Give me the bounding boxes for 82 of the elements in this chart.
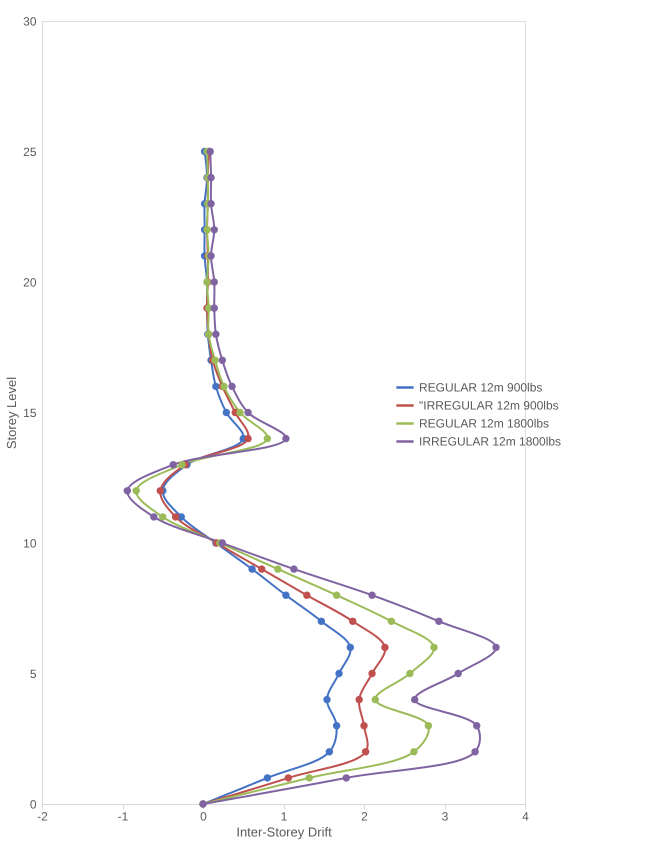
point: [326, 748, 334, 756]
point: [124, 487, 132, 494]
point: [150, 513, 158, 521]
point: [218, 356, 226, 364]
x-tick-label: 1: [280, 810, 288, 824]
point: [360, 722, 368, 730]
point: [248, 565, 256, 573]
y-tick-label: 30: [23, 14, 37, 28]
y-axis-title: Storey Level: [4, 376, 20, 450]
point: [207, 252, 215, 260]
x-tick-label: 0: [200, 810, 208, 824]
point: [388, 618, 396, 625]
point: [346, 644, 354, 652]
y-tick-label: 25: [23, 145, 37, 159]
point: [406, 670, 414, 678]
point: [210, 226, 218, 234]
y-tick-label: 5: [30, 667, 37, 681]
point: [355, 696, 363, 704]
point: [212, 382, 220, 390]
point: [264, 774, 272, 782]
point: [264, 434, 272, 442]
point: [210, 304, 218, 312]
point: [274, 565, 282, 573]
point: [178, 461, 186, 468]
y-tick-label: 0: [30, 798, 37, 812]
legend-label: "IRREGULAR 12m 900lbs: [419, 398, 559, 412]
point: [335, 670, 343, 678]
point: [410, 748, 418, 756]
point: [332, 592, 340, 599]
point: [159, 513, 166, 521]
point: [210, 278, 218, 286]
point: [349, 618, 356, 625]
point: [362, 748, 370, 756]
point: [318, 618, 326, 625]
point: [342, 774, 350, 782]
x-tick-label: -1: [118, 810, 129, 824]
point: [132, 487, 140, 494]
point: [211, 356, 219, 364]
point: [172, 513, 180, 521]
point: [454, 670, 462, 678]
point: [244, 408, 252, 416]
point: [244, 434, 252, 442]
point: [236, 408, 244, 416]
point: [222, 408, 230, 416]
point: [411, 696, 418, 704]
point: [323, 696, 331, 704]
legend-label: REGULAR 12m 900lbs: [419, 380, 542, 394]
legend-label: REGULAR 12m 1800lbs: [419, 416, 550, 430]
point: [368, 670, 376, 678]
x-tick-label: 4: [522, 810, 530, 824]
y-tick-label: 10: [23, 536, 37, 550]
point: [381, 644, 389, 652]
point: [372, 696, 379, 704]
point: [303, 592, 311, 599]
point: [290, 565, 298, 573]
x-tick-label: 2: [361, 810, 368, 824]
point: [368, 592, 376, 599]
point: [282, 434, 290, 442]
point: [284, 774, 292, 782]
point: [212, 330, 220, 338]
point: [306, 774, 313, 782]
point: [228, 382, 236, 390]
legend-label: IRREGULAR 12m 1800lbs: [419, 434, 562, 448]
point: [207, 174, 215, 182]
x-axis-title: Inter-Storey Drift: [236, 824, 332, 840]
point: [430, 644, 438, 652]
y-tick-label: 20: [23, 276, 37, 290]
x-tick-label: -2: [37, 810, 48, 824]
point: [282, 592, 290, 599]
point: [332, 722, 340, 730]
point: [472, 722, 480, 730]
x-tick-label: 3: [442, 810, 449, 824]
point: [435, 618, 443, 625]
point: [471, 748, 479, 756]
y-tick-label: 15: [23, 406, 37, 420]
point: [207, 200, 215, 208]
point: [492, 644, 500, 652]
point: [156, 487, 164, 494]
point: [170, 461, 177, 468]
point: [258, 565, 266, 573]
point: [218, 539, 226, 547]
point: [424, 722, 432, 730]
